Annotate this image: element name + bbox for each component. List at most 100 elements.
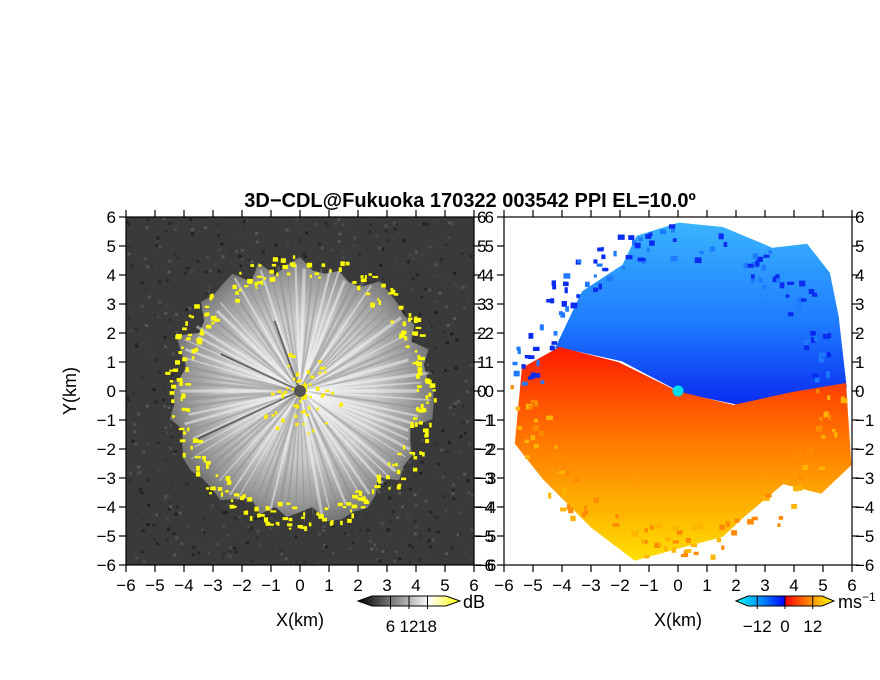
velocity-edge-pixel bbox=[785, 294, 790, 298]
noise-speckle bbox=[250, 260, 254, 264]
high-reflectivity-speckle bbox=[396, 485, 401, 490]
velocity-x-tick-label: 4 bbox=[789, 576, 798, 595]
velocity-edge-pixel bbox=[690, 543, 698, 548]
noise-speckle bbox=[461, 285, 465, 289]
high-reflectivity-speckle bbox=[415, 407, 420, 412]
velocity-edge-pixel bbox=[560, 464, 567, 470]
noise-speckle bbox=[234, 550, 238, 554]
noise-speckle bbox=[431, 345, 435, 349]
reflectivity-y-tick-label: 4 bbox=[107, 266, 116, 285]
noise-speckle bbox=[134, 442, 138, 446]
noise-speckle bbox=[470, 363, 474, 367]
noise-speckle bbox=[433, 445, 437, 449]
velocity-edge-pixel bbox=[625, 255, 633, 260]
velocity-edge-pixel bbox=[598, 283, 602, 290]
noise-speckle bbox=[140, 304, 144, 308]
radial-streak bbox=[298, 278, 313, 392]
noise-speckle bbox=[233, 547, 237, 551]
high-reflectivity-speckle bbox=[191, 356, 195, 360]
velocity-edge-pixel bbox=[577, 259, 582, 264]
reflectivity-x-tick-label: −2 bbox=[232, 576, 251, 595]
velocity-edge-pixel bbox=[631, 530, 639, 537]
reflectivity-y-tick-label-right: 4 bbox=[477, 266, 486, 285]
radial-streak bbox=[286, 264, 301, 392]
noise-speckle bbox=[381, 247, 385, 251]
velocity-edge-pixel bbox=[761, 264, 766, 271]
velocity-edge-pixel bbox=[762, 285, 767, 289]
near-site-speckle bbox=[287, 365, 291, 368]
noise-speckle bbox=[366, 517, 370, 521]
near-site-speckle bbox=[295, 372, 300, 377]
high-reflectivity-speckle bbox=[360, 275, 364, 279]
radial-streak bbox=[299, 347, 418, 393]
velocity-edge-pixel bbox=[576, 294, 580, 298]
radial-streak bbox=[299, 389, 409, 432]
high-reflectivity-speckle bbox=[393, 293, 399, 296]
noise-speckle bbox=[216, 222, 220, 226]
velocity-y-tick-label-right: 0 bbox=[855, 382, 864, 401]
noise-speckle bbox=[464, 283, 468, 287]
radial-streak bbox=[202, 308, 301, 392]
noise-speckle bbox=[408, 560, 412, 564]
noise-speckle bbox=[386, 528, 390, 532]
noise-speckle bbox=[433, 274, 437, 278]
radial-streak bbox=[299, 285, 372, 392]
near-site-speckle bbox=[325, 389, 330, 393]
noise-speckle bbox=[207, 289, 211, 293]
noise-speckle bbox=[230, 248, 234, 252]
noise-speckle bbox=[167, 528, 171, 532]
high-reflectivity-speckle bbox=[195, 472, 201, 477]
noise-speckle bbox=[155, 416, 159, 420]
radial-streak bbox=[299, 390, 390, 478]
noise-speckle bbox=[140, 550, 144, 554]
velocity-colorbar-tick-label: −12 bbox=[743, 617, 772, 636]
high-reflectivity-speckle bbox=[175, 335, 182, 340]
velocity-edge-pixel bbox=[617, 234, 625, 240]
high-reflectivity-speckle bbox=[277, 522, 280, 526]
velocity-edge-pixel bbox=[549, 345, 555, 351]
noise-speckle bbox=[164, 430, 168, 434]
radial-streak bbox=[299, 389, 411, 451]
high-reflectivity-speckle bbox=[169, 391, 175, 395]
noise-speckle bbox=[254, 232, 258, 236]
high-reflectivity-speckle bbox=[394, 463, 398, 467]
velocity-edge-pixel bbox=[764, 493, 772, 498]
radial-streak bbox=[216, 309, 302, 393]
velocity-edge-pixel bbox=[539, 431, 544, 436]
noise-speckle bbox=[172, 493, 176, 497]
high-reflectivity-speckle bbox=[376, 477, 381, 482]
high-reflectivity-speckle bbox=[206, 464, 209, 469]
near-site-speckle bbox=[294, 414, 298, 418]
high-reflectivity-speckle bbox=[209, 491, 212, 495]
noise-speckle bbox=[461, 539, 465, 543]
reflectivity-y-tick-label: −6 bbox=[97, 556, 116, 575]
reflectivity-x-tick-label: −6 bbox=[116, 576, 135, 595]
velocity-edge-pixel bbox=[659, 229, 667, 235]
high-reflectivity-speckle bbox=[300, 526, 306, 529]
noise-speckle bbox=[446, 324, 450, 328]
radial-streak bbox=[276, 266, 302, 392]
high-reflectivity-speckle bbox=[197, 440, 204, 443]
velocity-edge-pixel bbox=[692, 524, 698, 531]
reflectivity-y-label: Y(km) bbox=[60, 367, 80, 415]
high-reflectivity-speckle bbox=[352, 494, 358, 499]
noise-speckle bbox=[388, 496, 392, 500]
noise-speckle bbox=[173, 450, 177, 454]
high-reflectivity-speckle bbox=[178, 427, 185, 431]
velocity-edge-pixel bbox=[672, 540, 679, 544]
reflectivity-axis-ticks: −6 −5 −4 −3 −2 −1 0 1 2 3 4 5 6−6 −6−5 −5−4 −4−3 −3−2 −2−… bbox=[97, 208, 497, 595]
noise-speckle bbox=[164, 494, 168, 498]
velocity-edge-pixel bbox=[533, 401, 539, 407]
noise-speckle bbox=[439, 257, 443, 261]
noise-speckle bbox=[451, 491, 455, 495]
near-site-speckle bbox=[299, 399, 302, 404]
noise-speckle bbox=[153, 259, 157, 263]
noise-speckle bbox=[386, 239, 390, 243]
noise-speckle bbox=[137, 412, 141, 416]
noise-speckle bbox=[382, 513, 386, 517]
velocity-edge-pixel bbox=[566, 504, 571, 510]
high-reflectivity-speckle bbox=[232, 284, 237, 289]
radial-streak bbox=[298, 268, 332, 392]
velocity-y-tick-label: −3 bbox=[475, 469, 494, 488]
noise-speckle bbox=[410, 317, 414, 321]
